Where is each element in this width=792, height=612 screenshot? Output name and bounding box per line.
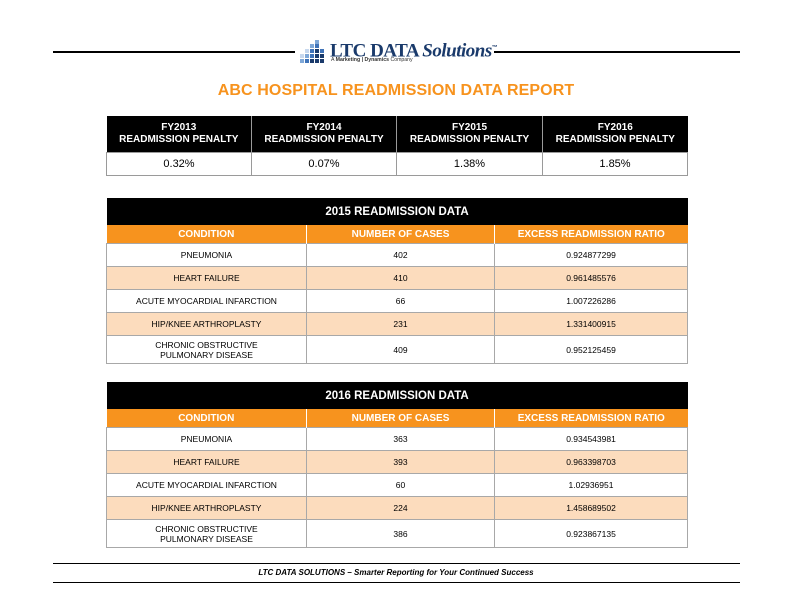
table-row: PNEUMONIA 363 0.934543981: [106, 427, 689, 451]
penalty-header-label: READMISSION PENALTY: [555, 134, 675, 145]
column-header-condition: CONDITION: [106, 225, 307, 244]
condition-cell: HEART FAILURE: [106, 450, 307, 474]
footer-rule-bottom: [53, 582, 740, 583]
penalty-value-fy2015: 1.38%: [396, 152, 543, 176]
table-row: ACUTE MYOCARDIAL INFARCTION 60 1.0293695…: [106, 473, 689, 497]
table-row: PNEUMONIA 402 0.924877299: [106, 243, 689, 267]
footer-rule-top: [53, 563, 740, 564]
penalty-value-fy2014: 0.07%: [251, 152, 397, 176]
logo-grid-icon: [300, 40, 328, 64]
column-header-ratio: EXCESS READMISSION RATIO: [493, 225, 688, 244]
penalty-value-fy2013: 0.32%: [106, 152, 252, 176]
table-caption: 2015 READMISSION DATA: [106, 198, 688, 225]
cases-cell: 386: [306, 519, 495, 548]
column-header-cases: NUMBER OF CASES: [306, 225, 495, 244]
readmission-table-2015: 2015 READMISSION DATA CONDITION NUMBER O…: [106, 198, 689, 364]
logo-trademark: ™: [491, 45, 498, 51]
table-row: ACUTE MYOCARDIAL INFARCTION 66 1.0072262…: [106, 289, 689, 313]
penalty-header-row: FY2013 READMISSION PENALTY FY2014 READMISS…: [106, 116, 688, 153]
condition-cell: ACUTE MYOCARDIAL INFARCTION: [106, 473, 307, 497]
logo-tag-prefix: A: [331, 57, 335, 63]
condition-line: CHRONIC OBSTRUCTIVE: [155, 339, 258, 350]
ratio-cell: 1.02936951: [493, 473, 689, 497]
condition-cell: CHRONIC OBSTRUCTIVE PULMONARY DISEASE: [106, 335, 307, 364]
ratio-cell: 0.952125459: [493, 335, 689, 364]
condition-cell: PNEUMONIA: [106, 243, 307, 267]
penalty-header-fy2013: FY2013 READMISSION PENALTY: [106, 116, 252, 153]
condition-line: PULMONARY DISEASE: [160, 533, 253, 544]
logo-main-text: LTC DATA: [330, 40, 419, 62]
penalty-header-fy2014: FY2014 READMISSION PENALTY: [251, 116, 397, 153]
cases-cell: 224: [306, 496, 495, 520]
table-row: CHRONIC OBSTRUCTIVE PULMONARY DISEASE 386…: [106, 519, 689, 548]
penalty-header-label: READMISSION PENALTY: [409, 134, 530, 145]
condition-cell: HIP/KNEE ARTHROPLASTY: [106, 496, 307, 520]
table-row: HEART FAILURE 393 0.963398703: [106, 450, 689, 474]
column-header-condition: CONDITION: [106, 409, 307, 428]
table-caption: 2016 READMISSION DATA: [106, 382, 688, 409]
ratio-cell: 0.923867135: [493, 519, 689, 548]
company-logo: LTC DATA Solutions™ A Marketing | Dynami…: [300, 38, 498, 66]
column-header-row: CONDITION NUMBER OF CASES EXCESS READMIS…: [106, 225, 688, 244]
logo-italic-text: Solutions: [422, 40, 492, 62]
table-row: HEART FAILURE 410 0.961485576: [106, 266, 689, 290]
ratio-cell: 0.963398703: [493, 450, 689, 474]
readmission-table-2016: 2016 READMISSION DATA CONDITION NUMBER O…: [106, 382, 689, 548]
penalty-header-fy2016: FY2016 READMISSION PENALTY: [542, 116, 688, 153]
cases-cell: 66: [306, 289, 495, 313]
penalty-header-year: FY2014: [306, 122, 342, 133]
cases-cell: 409: [306, 335, 495, 364]
penalty-header-label: READMISSION PENALTY: [264, 134, 384, 145]
cases-cell: 363: [306, 427, 495, 451]
penalty-table: FY2013 READMISSION PENALTY FY2014 READMISS…: [106, 116, 688, 176]
penalty-value-row: 0.32% 0.07% 1.38% 1.85%: [106, 152, 688, 176]
column-header-cases: NUMBER OF CASES: [306, 409, 495, 428]
column-header-ratio: EXCESS READMISSION RATIO: [493, 409, 688, 428]
ratio-cell: 0.924877299: [493, 243, 689, 267]
logo-wordmark: LTC DATA Solutions™: [330, 38, 498, 62]
ratio-cell: 1.458689502: [493, 496, 689, 520]
table-row: HIP/KNEE ARTHROPLASTY 231 1.331400915: [106, 312, 689, 336]
ratio-cell: 0.934543981: [493, 427, 689, 451]
cases-cell: 393: [306, 450, 495, 474]
ratio-cell: 1.331400915: [493, 312, 689, 336]
penalty-header-fy2015: FY2015 READMISSION PENALTY: [396, 116, 543, 153]
condition-cell: HIP/KNEE ARTHROPLASTY: [106, 312, 307, 336]
condition-cell: ACUTE MYOCARDIAL INFARCTION: [106, 289, 307, 313]
cases-cell: 60: [306, 473, 495, 497]
condition-line: PULMONARY DISEASE: [160, 349, 253, 360]
logo-tag-suffix: Company: [390, 57, 413, 63]
ratio-cell: 1.007226286: [493, 289, 689, 313]
logo-tagline: A Marketing | Dynamics Company: [331, 57, 413, 64]
table-row: HIP/KNEE ARTHROPLASTY 224 1.458689502: [106, 496, 689, 520]
header-rule-right: [494, 51, 740, 53]
header-rule-left: [53, 51, 295, 53]
table-caption-row: 2015 READMISSION DATA: [106, 198, 688, 225]
ratio-cell: 0.961485576: [493, 266, 689, 290]
table-row: CHRONIC OBSTRUCTIVE PULMONARY DISEASE 409…: [106, 335, 689, 364]
penalty-header-year: FY2016: [597, 122, 633, 133]
penalty-value-fy2016: 1.85%: [542, 152, 688, 176]
condition-cell: PNEUMONIA: [106, 427, 307, 451]
condition-line: CHRONIC OBSTRUCTIVE: [155, 523, 258, 534]
column-header-row: CONDITION NUMBER OF CASES EXCESS READMIS…: [106, 409, 688, 428]
cases-cell: 402: [306, 243, 495, 267]
cases-cell: 231: [306, 312, 495, 336]
penalty-header-year: FY2015: [451, 122, 488, 133]
footer-text: LTC DATA SOLUTIONS – Smarter Reporting f…: [258, 568, 534, 577]
report-title: ABC HOSPITAL READMISSION DATA REPORT: [217, 82, 575, 99]
condition-cell: CHRONIC OBSTRUCTIVE PULMONARY DISEASE: [106, 519, 307, 548]
table-caption-row: 2016 READMISSION DATA: [106, 382, 688, 409]
condition-cell: HEART FAILURE: [106, 266, 307, 290]
penalty-header-year: FY2013: [161, 122, 197, 133]
logo-tag-brand: Marketing | Dynamics: [335, 57, 389, 63]
penalty-header-label: READMISSION PENALTY: [119, 134, 239, 145]
cases-cell: 410: [306, 266, 495, 290]
